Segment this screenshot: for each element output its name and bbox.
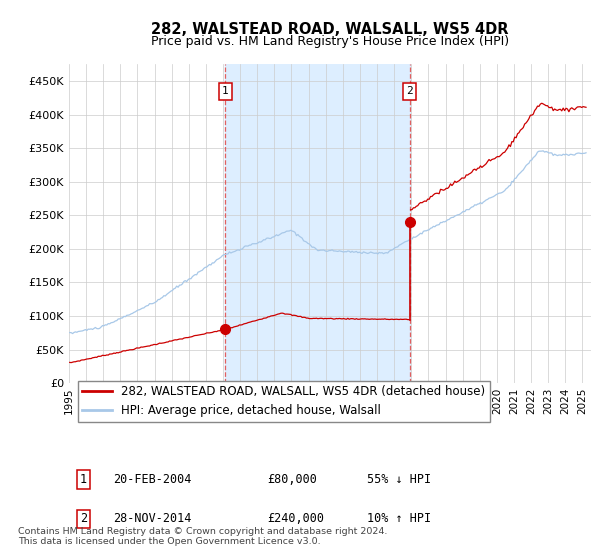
Text: 28-NOV-2014: 28-NOV-2014 xyxy=(113,512,192,525)
Text: Contains HM Land Registry data © Crown copyright and database right 2024.
This d: Contains HM Land Registry data © Crown c… xyxy=(18,526,388,546)
Text: 1: 1 xyxy=(222,86,229,96)
Legend: 282, WALSTEAD ROAD, WALSALL, WS5 4DR (detached house), HPI: Average price, detac: 282, WALSTEAD ROAD, WALSALL, WS5 4DR (de… xyxy=(77,381,490,422)
Text: 2: 2 xyxy=(406,86,413,96)
Text: £240,000: £240,000 xyxy=(268,512,325,525)
Text: Price paid vs. HM Land Registry's House Price Index (HPI): Price paid vs. HM Land Registry's House … xyxy=(151,35,509,48)
Bar xyxy=(225,64,410,383)
Text: 20-FEB-2004: 20-FEB-2004 xyxy=(113,473,192,486)
Text: 282, WALSTEAD ROAD, WALSALL, WS5 4DR: 282, WALSTEAD ROAD, WALSALL, WS5 4DR xyxy=(151,22,509,38)
Text: £80,000: £80,000 xyxy=(268,473,317,486)
Text: 1: 1 xyxy=(80,473,87,486)
Text: 10% ↑ HPI: 10% ↑ HPI xyxy=(367,512,431,525)
Text: 2: 2 xyxy=(80,512,87,525)
Text: 55% ↓ HPI: 55% ↓ HPI xyxy=(367,473,431,486)
